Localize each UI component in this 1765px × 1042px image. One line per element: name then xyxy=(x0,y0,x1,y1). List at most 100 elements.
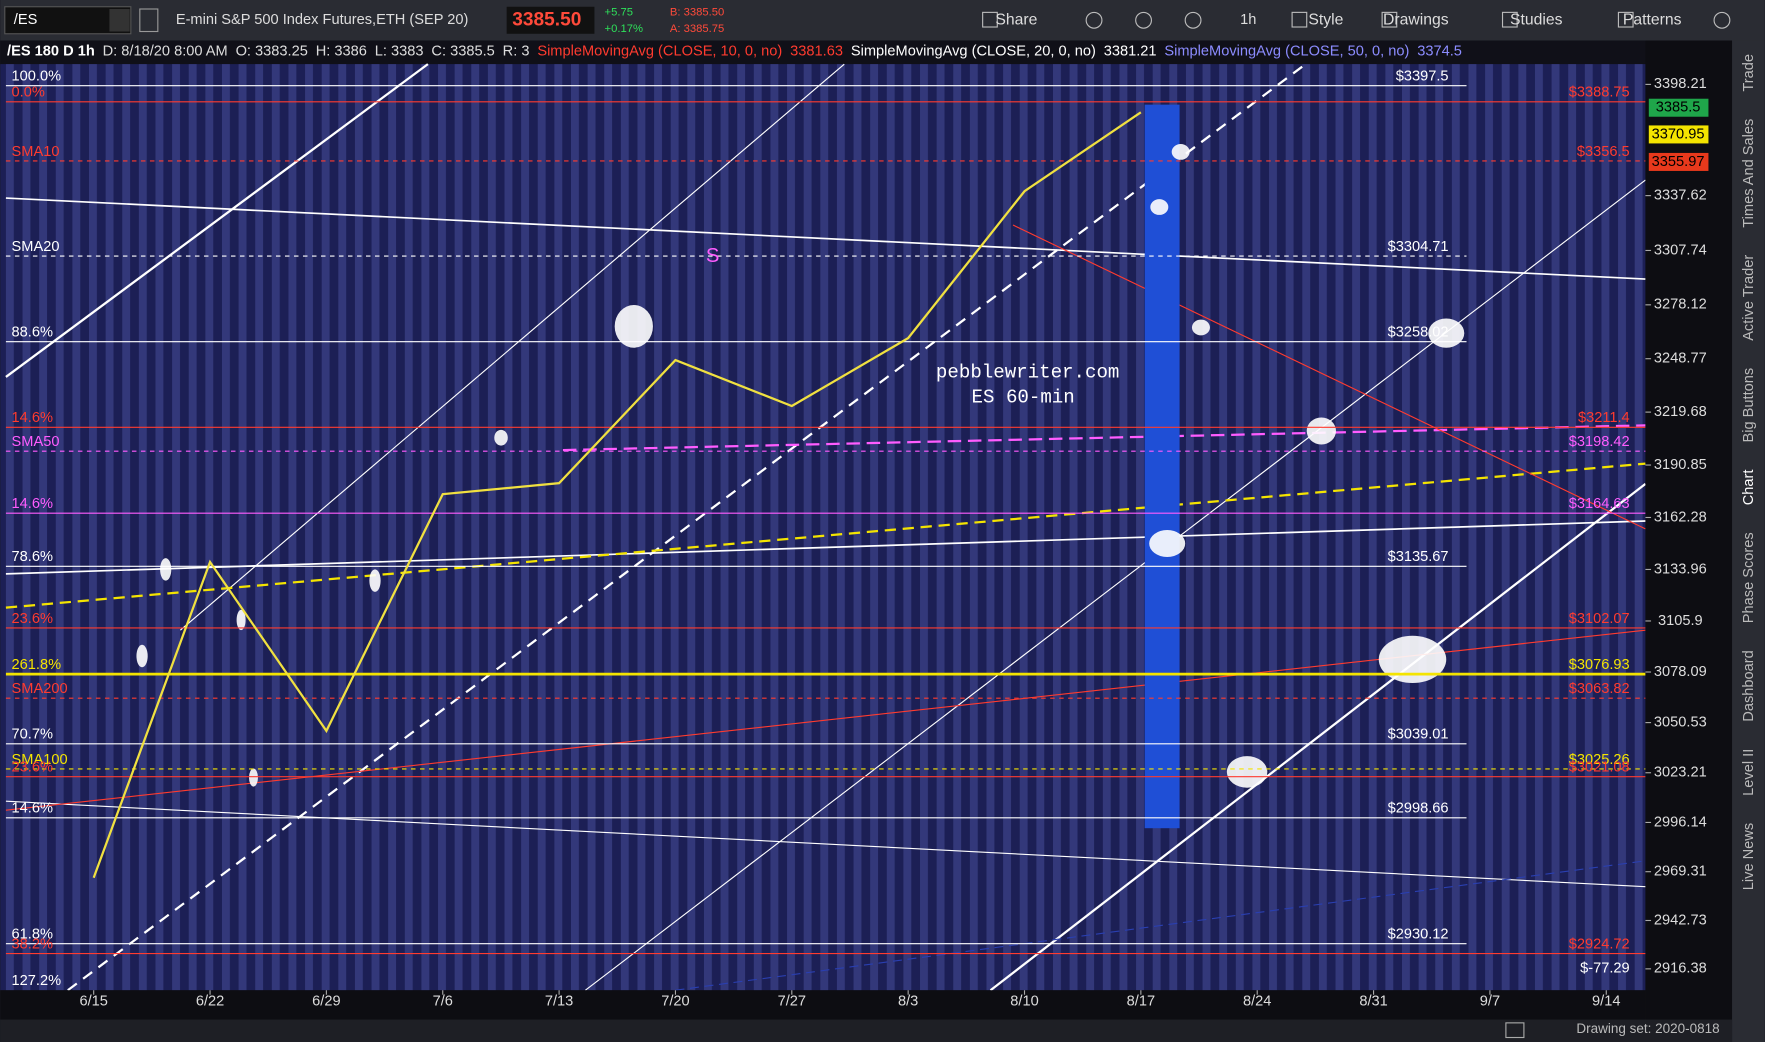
sidebar-tab[interactable]: Phase Scores xyxy=(1741,532,1757,623)
toolbar-icon[interactable] xyxy=(1135,11,1153,29)
level-right-label: $2998.66 xyxy=(1388,801,1449,817)
level-left-label: 88.6% xyxy=(12,325,53,341)
level-right-label: $3164.63 xyxy=(1569,496,1630,512)
marker-label: S xyxy=(706,245,720,267)
price-tick-label: 2969.31 xyxy=(1654,864,1707,880)
ask: A: 3385.75 xyxy=(670,23,724,35)
level-right-label: $3211.4 xyxy=(1578,410,1630,426)
sidebar-tab[interactable]: Dashboard xyxy=(1741,650,1757,721)
sidebar-tab[interactable]: Times And Sales xyxy=(1741,119,1757,228)
ellipses xyxy=(136,144,1465,788)
date-ticks: 6/15 6/22 6/29 7/6 7/13 7/20 7/27 8/3 8/10 8/17 8/… xyxy=(79,990,1620,1009)
level-left-label: 14.6% xyxy=(12,496,53,512)
level-right-label: $2924.72 xyxy=(1569,936,1630,952)
last-price: 3385.50 xyxy=(512,9,581,30)
link-icon[interactable] xyxy=(139,8,159,33)
dropdown[interactable] xyxy=(109,9,130,32)
price-tick-label: 3078.09 xyxy=(1654,664,1707,680)
level-right-label: $3258.02 xyxy=(1388,325,1449,341)
sidebar-tab[interactable]: Big Buttons xyxy=(1741,368,1757,443)
info-item: 3381.63 xyxy=(790,44,843,60)
date-tick-label: 7/20 xyxy=(661,993,689,1009)
toolbar-button[interactable]: Drawings xyxy=(1383,11,1449,28)
info-item: C: 3385.5 xyxy=(431,44,494,60)
drawing-set[interactable]: Drawing set: 2020-0818 xyxy=(1576,1021,1719,1036)
date-tick-label: 7/27 xyxy=(778,993,806,1009)
toolbar-button[interactable]: Style xyxy=(1308,11,1343,28)
date-tick-label: 8/17 xyxy=(1127,993,1155,1009)
date-tick-label: 9/14 xyxy=(1592,993,1620,1009)
change: +5.75 xyxy=(605,6,633,18)
toolbar-icon[interactable] xyxy=(1085,11,1103,29)
interval[interactable]: 1h xyxy=(1240,12,1256,28)
sidebar-tab[interactable]: Chart xyxy=(1741,470,1757,506)
toolbar-icon[interactable] xyxy=(1291,11,1308,28)
level-left-label: 0.0% xyxy=(12,85,45,101)
date-tick-label: 8/24 xyxy=(1243,993,1271,1009)
price-badge xyxy=(1648,125,1709,144)
toolbar-button[interactable]: Patterns xyxy=(1623,11,1682,28)
drawing-set-icon[interactable] xyxy=(1505,1022,1525,1039)
toolbar-icon[interactable] xyxy=(1617,11,1634,28)
toolbar xyxy=(0,0,1765,41)
level-left-label: 14.6% xyxy=(12,410,53,426)
price-badge xyxy=(1648,98,1709,117)
levels: 100.0% $3397.5 0.0% $3388.75 SMA10 $3356.5 SMA… xyxy=(5,69,1646,989)
date-tick-label: 7/6 xyxy=(433,993,453,1009)
level-left-label: 70.7% xyxy=(12,727,53,743)
price-tick-label: 3105.9 xyxy=(1658,613,1703,629)
date-tick-label: 7/13 xyxy=(545,993,573,1009)
level-right-label: $3198.42 xyxy=(1569,434,1630,450)
info-item: H: 3386 xyxy=(316,44,367,60)
toolbar-button[interactable]: Share xyxy=(995,11,1037,28)
date-tick-label: 8/3 xyxy=(898,993,918,1009)
info-item: SimpleMovingAvg (CLOSE, 10, 0, no) xyxy=(537,44,782,60)
trendlines xyxy=(5,63,1647,992)
sidebar-tab[interactable]: Trade xyxy=(1741,54,1757,92)
price-tick-label: 2942.73 xyxy=(1654,912,1707,928)
price-path xyxy=(92,111,1142,879)
info-item: L: 3383 xyxy=(375,44,424,60)
toolbar-button[interactable]: Studies xyxy=(1510,11,1563,28)
toolbar-icon[interactable] xyxy=(1501,11,1518,28)
level-left-label: 23.6% xyxy=(12,760,53,776)
date-tick-label: 8/10 xyxy=(1010,993,1038,1009)
date-axis xyxy=(0,990,1646,1020)
sidebar xyxy=(1732,40,1765,1042)
toolbar-icon[interactable] xyxy=(1713,11,1731,29)
session-stripes xyxy=(0,64,1646,991)
price-tick-label: 3278.12 xyxy=(1654,297,1707,313)
price-tick-label: 3307.74 xyxy=(1654,242,1707,258)
info-item: O: 3383.25 xyxy=(236,44,308,60)
date-tick-label: 9/7 xyxy=(1480,993,1500,1009)
toolbar-icon[interactable] xyxy=(1184,11,1202,29)
level-right-label: $3397.5 xyxy=(1396,69,1449,85)
info-item: /ES 180 D 1h xyxy=(7,44,95,60)
sidebar-tab[interactable]: Active Trader xyxy=(1741,255,1757,341)
toolbar-icon[interactable] xyxy=(1381,11,1398,28)
level-left-label: 261.8% xyxy=(12,657,62,673)
level-right-label: $3076.93 xyxy=(1569,657,1630,673)
info-bar xyxy=(0,40,1646,65)
level-right-label: $3039.01 xyxy=(1388,727,1449,743)
date-tick-label: 6/29 xyxy=(312,993,340,1009)
date-tick-label: 6/22 xyxy=(196,993,224,1009)
price-tick-label: 3050.53 xyxy=(1654,714,1707,730)
footer xyxy=(0,1019,1733,1042)
level-left-label: 23.6% xyxy=(12,611,53,627)
symbol: /ES xyxy=(14,12,38,28)
toolbar-icon[interactable] xyxy=(982,11,998,28)
level-right-label: $3063.82 xyxy=(1569,681,1630,697)
price-tick-label: 3248.77 xyxy=(1654,351,1707,367)
price-tick-label: 3219.68 xyxy=(1654,404,1707,420)
sidebar-tab[interactable]: Live News xyxy=(1741,823,1757,890)
close-line xyxy=(92,111,1142,879)
level-right-label: $3304.71 xyxy=(1388,239,1449,255)
sidebar-tab[interactable]: Level II xyxy=(1741,749,1757,796)
price-badge-label: 3370.95 xyxy=(1652,126,1705,142)
watermark: ES 60-min xyxy=(972,386,1075,408)
price-tick-label: 3162.28 xyxy=(1654,509,1707,525)
level-left-label: SMA10 xyxy=(12,144,60,160)
